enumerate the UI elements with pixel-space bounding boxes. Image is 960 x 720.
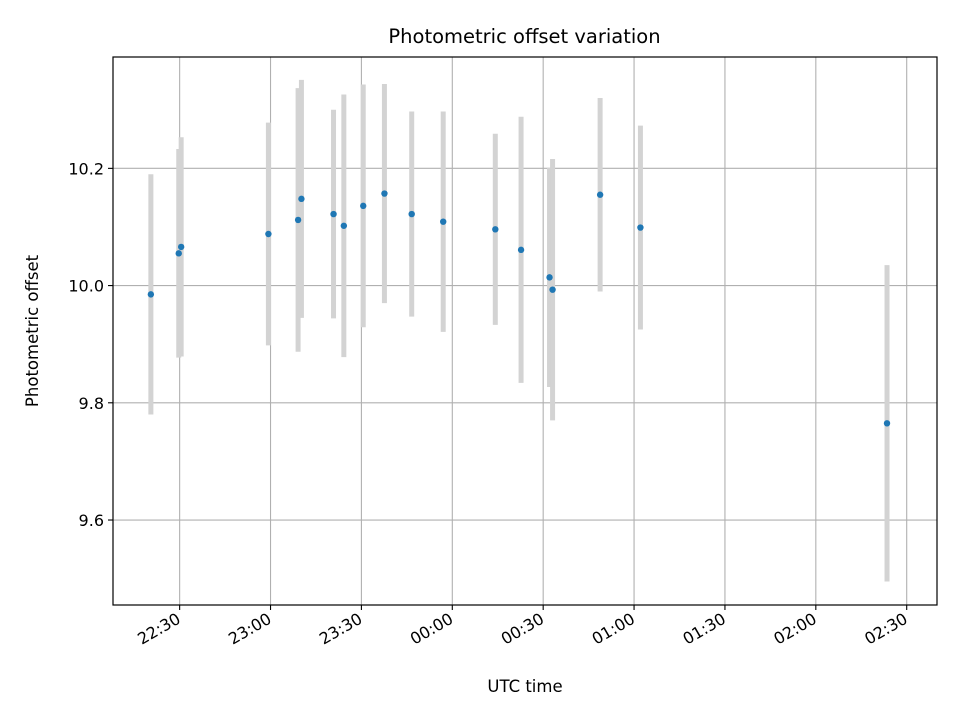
data-point [177, 243, 185, 251]
x-axis-label: UTC time [487, 677, 562, 696]
x-tick-label: 00:00 [407, 609, 456, 649]
data-point [175, 250, 182, 257]
x-axis-ticks: 22:30 23:00 23:30 00:00 00:30 01:00 01:30 02:00… [134, 605, 911, 649]
x-tick-label: 02:30 [861, 609, 910, 649]
data-point [298, 195, 305, 203]
y-tick-label: 9.8 [79, 394, 104, 413]
data-point [360, 202, 367, 210]
x-tick-label: 01:30 [680, 609, 729, 649]
x-tick-label: 02:00 [770, 609, 819, 649]
chart-title: Photometric offset variation [388, 25, 660, 48]
data-point [546, 274, 553, 281]
gridlines [113, 57, 937, 605]
x-tick-label: 23:00 [225, 609, 274, 649]
data-point [596, 191, 604, 198]
data-point [492, 226, 499, 233]
data-point [549, 286, 556, 293]
y-tick-label: 9.6 [79, 511, 104, 530]
plot-frame [112, 56, 938, 606]
data-point [408, 210, 415, 218]
data-point [265, 230, 272, 238]
x-tick-label: 00:30 [498, 609, 547, 649]
error-bars [148, 79, 890, 582]
y-tick-label: 10.0 [68, 277, 104, 296]
data-point [883, 420, 891, 427]
data-point [294, 216, 302, 224]
x-tick-label: 23:30 [316, 609, 365, 649]
y-axis-label: Photometric offset [23, 254, 42, 407]
data-points [147, 190, 891, 427]
data-point [340, 222, 348, 229]
data-point [517, 246, 525, 254]
data-point [330, 210, 337, 218]
data-point [440, 218, 447, 225]
data-point [147, 291, 155, 298]
data-point [381, 190, 388, 197]
x-tick-label: 01:00 [589, 609, 638, 649]
x-tick-label: 22:30 [134, 609, 183, 649]
y-tick-label: 10.2 [68, 159, 104, 178]
y-axis-ticks: 9.6 9.8 10.0 10.2 [68, 159, 113, 530]
data-point [637, 224, 644, 231]
